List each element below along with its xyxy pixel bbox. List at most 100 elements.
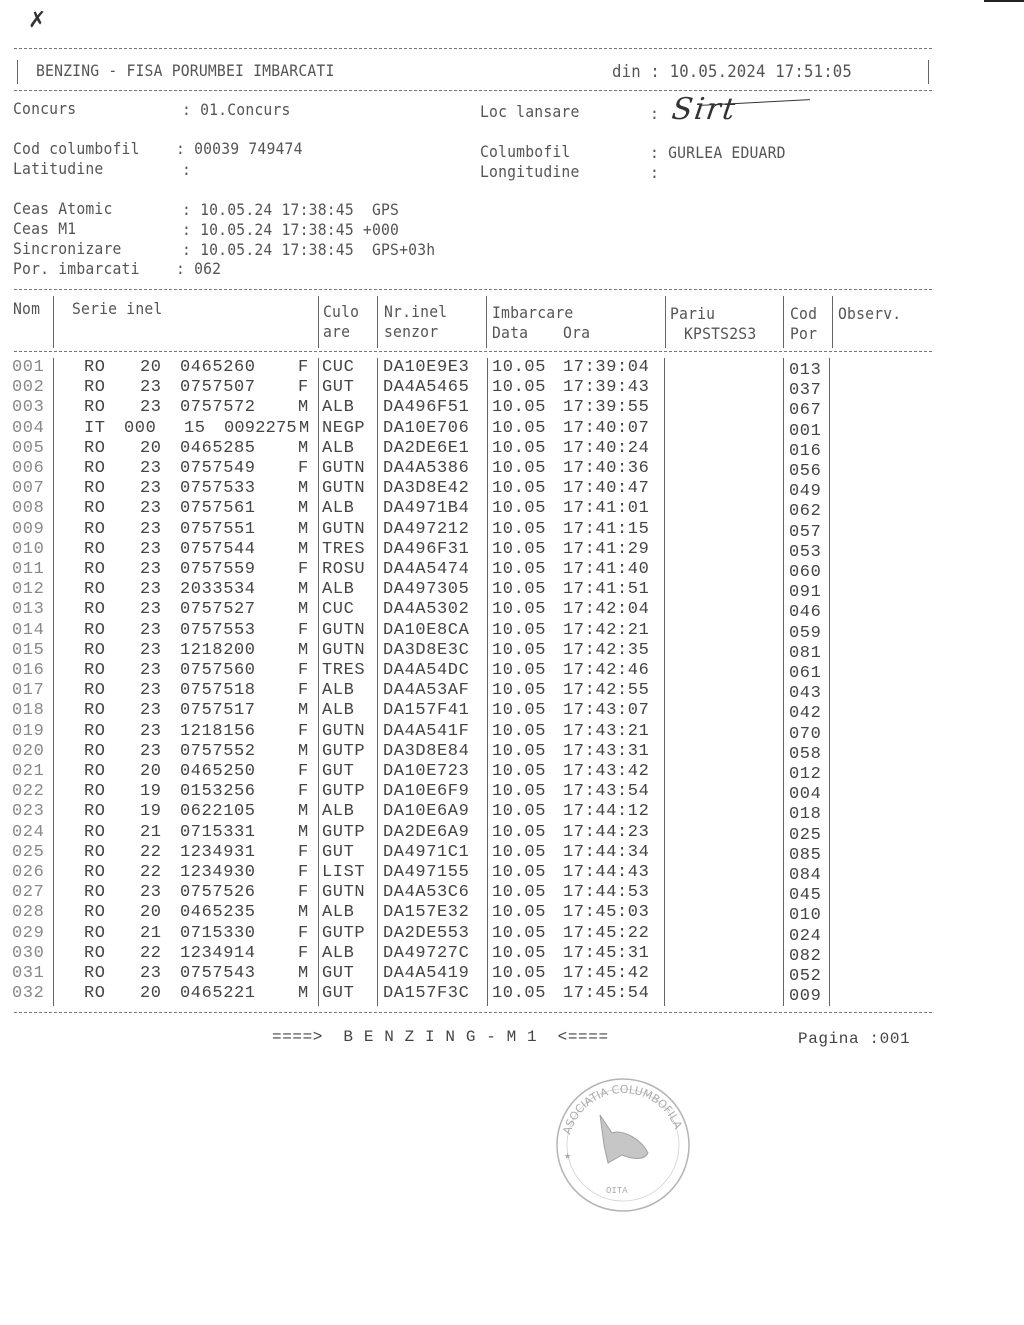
sensor-ring: DA10E706 [383, 418, 470, 438]
col-serie-inel: Serie inel [72, 299, 163, 318]
pigeon-code: 081 [789, 643, 822, 663]
ring-country: RO [84, 640, 106, 660]
row-number: 017 [12, 681, 45, 701]
loc-lansare-label: Loc lansare [480, 102, 580, 121]
sex: F [298, 782, 309, 802]
sensor-ring: DA3D8E3C [383, 640, 470, 660]
ring-number: 0757526 [180, 883, 256, 903]
sensor-ring: DA4971B4 [383, 499, 470, 519]
color: GUTN [322, 519, 366, 539]
latitudine-label: Latitudine [13, 159, 104, 178]
col-pariu: Pariu [670, 304, 716, 323]
sensor-ring: DA10E6F9 [383, 782, 470, 802]
col-data: Data [492, 323, 529, 342]
ring-country: IT [84, 418, 106, 438]
sex: M [298, 802, 309, 822]
color: GUTN [322, 620, 366, 640]
color: ALB [322, 438, 355, 458]
sex: F [298, 721, 309, 741]
sensor-ring: DA2DE6E1 [383, 438, 470, 458]
basket-date: 10.05 [492, 923, 547, 943]
ring-year: 23 [140, 640, 162, 660]
cod-columbofil-value: : 00039 749474 [176, 139, 303, 158]
loc-lansare-handwritten: Sirt [669, 92, 740, 127]
color: GUTP [322, 741, 366, 761]
sex: F [298, 620, 309, 640]
ring-year: 23 [140, 479, 162, 499]
basket-date: 10.05 [492, 580, 547, 600]
ring-country: RO [84, 741, 106, 761]
ring-year: 23 [140, 741, 162, 761]
basket-time: 17:45:03 [563, 903, 650, 923]
row-number: 019 [12, 721, 45, 741]
sensor-ring: DA4A5465 [383, 378, 470, 398]
pigeon-code: 058 [789, 744, 822, 764]
sex: M [298, 398, 309, 418]
ring-country: RO [84, 580, 106, 600]
col-ora: Ora [563, 323, 591, 342]
ring-number: 0092275 [224, 418, 297, 438]
row-number: 012 [12, 580, 45, 600]
pigeon-code: 004 [789, 785, 822, 805]
basket-time: 17:41:29 [563, 539, 650, 559]
pigeon-code: 010 [789, 906, 822, 926]
row-number: 026 [12, 863, 45, 882]
sensor-ring: DA497212 [383, 519, 470, 539]
row-number: 003 [12, 398, 45, 418]
ring-year: 20 [140, 984, 162, 1004]
pigeon-code: 062 [789, 502, 822, 522]
basket-time: 17:39:55 [563, 398, 650, 418]
basket-date: 10.05 [492, 842, 547, 862]
ring-number: 0757543 [180, 964, 256, 983]
divider [318, 296, 319, 348]
col-nr-inel: Nr.inel [384, 302, 448, 321]
col-nom: Nom [13, 299, 41, 318]
ring-country: RO [84, 721, 106, 741]
ring-country: RO [84, 620, 106, 640]
pigeon-code: 049 [789, 482, 822, 502]
col-culoare: Culo [323, 302, 360, 321]
pigeon-code: 046 [789, 603, 822, 623]
sex: M [298, 580, 309, 600]
divider [14, 48, 932, 49]
ring-country: RO [84, 539, 106, 559]
sensor-ring: DA4A54DC [383, 661, 470, 680]
ring-prefix: 000 [124, 418, 157, 438]
divider [14, 1012, 932, 1013]
sex: F [298, 681, 309, 701]
basket-time: 17:45:31 [563, 943, 650, 963]
basket-date: 10.05 [492, 661, 547, 680]
ring-number: 0622105 [180, 802, 256, 822]
color: GUTN [322, 479, 366, 499]
row-number: 018 [12, 701, 45, 721]
ring-number: 0153256 [180, 782, 256, 802]
ring-year: 23 [140, 539, 162, 559]
sex: F [298, 762, 309, 781]
document-date: din : 10.05.2024 17:51:05 [612, 62, 853, 82]
basket-time: 17:41:15 [563, 519, 650, 539]
sex: M [298, 600, 309, 620]
sex: M [298, 519, 309, 539]
ring-country: RO [84, 923, 106, 943]
basket-time: 17:42:46 [563, 661, 650, 680]
sex: F [298, 923, 309, 943]
basket-date: 10.05 [492, 418, 547, 438]
sensor-ring: DA4A541F [383, 721, 470, 741]
ring-year: 20 [140, 903, 162, 923]
ring-year: 22 [140, 842, 162, 862]
color: NEGP [322, 418, 366, 438]
row-number: 009 [12, 519, 45, 539]
ring-country: RO [84, 782, 106, 802]
basket-date: 10.05 [492, 782, 547, 802]
sensor-ring: DA157E32 [383, 903, 470, 923]
basket-date: 10.05 [492, 358, 547, 377]
color: ALB [322, 903, 355, 923]
ceas-m1-label: Ceas M1 [13, 219, 77, 238]
pigeon-code: 085 [789, 845, 822, 865]
pigeon-code: 070 [789, 724, 822, 744]
divider [665, 296, 666, 348]
longitudine-value: : [650, 163, 660, 182]
sensor-ring: DA4A5474 [383, 560, 470, 579]
sex: F [298, 560, 309, 579]
pigeon-code: 045 [789, 886, 822, 906]
